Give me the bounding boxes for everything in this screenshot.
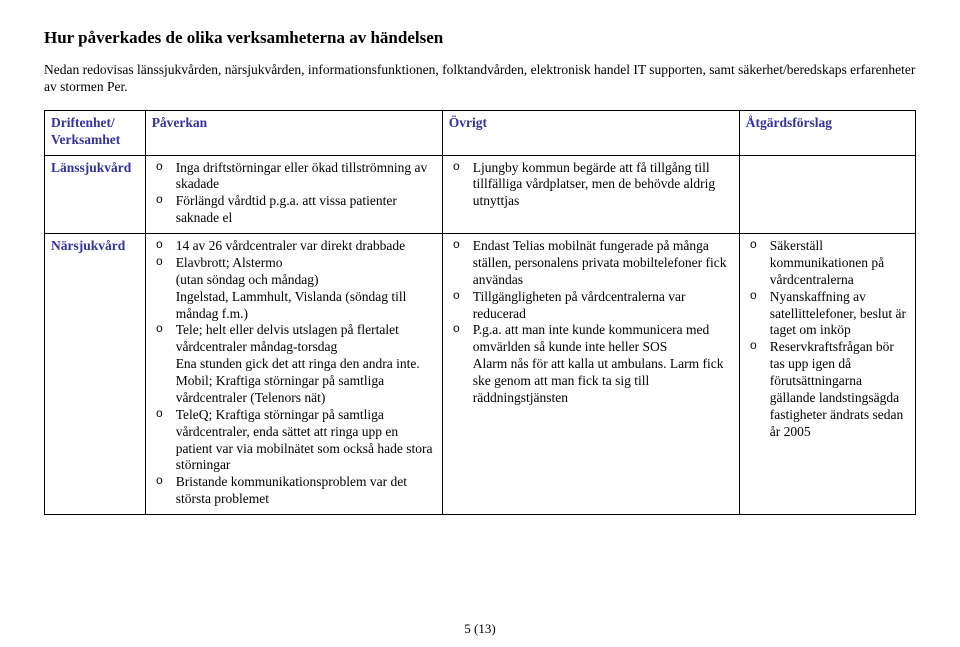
row-label: Närsjukvård	[45, 234, 146, 515]
list-item: Förlängd vårdtid p.g.a. att vissa patien…	[170, 193, 436, 227]
intro-paragraph: Nedan redovisas länssjukvården, närsjukv…	[44, 62, 916, 96]
list-item: 14 av 26 vårdcentraler var direkt drabba…	[170, 238, 436, 255]
list-item: P.g.a. att man inte kunde kommunicera me…	[467, 322, 733, 406]
document-page: Hur påverkades de olika verksamheterna a…	[0, 0, 960, 647]
list-item: Nyanskaffning av satellittelefoner, besl…	[764, 289, 909, 340]
cell-ovrigt: Ljungby kommun begärde att få tillgång t…	[442, 155, 739, 234]
col-header-ovrigt: Övrigt	[442, 110, 739, 155]
col-header-unit: Driftenhet/Verksamhet	[45, 110, 146, 155]
list-item: TeleQ; Kraftiga störningar på samtliga v…	[170, 407, 436, 475]
list-item: Ljungby kommun begärde att få tillgång t…	[467, 160, 733, 211]
list-item: Bristande kommunikationsproblem var det …	[170, 474, 436, 508]
impact-table: Driftenhet/Verksamhet Påverkan Övrigt Åt…	[44, 110, 916, 515]
bullet-list: Inga driftstörningar eller ökad tillströ…	[152, 160, 436, 228]
bullet-list: 14 av 26 vårdcentraler var direkt drabba…	[152, 238, 436, 508]
row-label: Länssjukvård	[45, 155, 146, 234]
list-item: Inga driftstörningar eller ökad tillströ…	[170, 160, 436, 194]
table-row: Närsjukvård 14 av 26 vårdcentraler var d…	[45, 234, 916, 515]
table-row: Länssjukvård Inga driftstörningar eller …	[45, 155, 916, 234]
col-header-paverkan: Påverkan	[145, 110, 442, 155]
page-number: 5 (13)	[0, 621, 960, 637]
bullet-list: Säkerställ kommunikationen på vårdcentra…	[746, 238, 909, 441]
list-item: Tillgängligheten på vårdcentralerna var …	[467, 289, 733, 323]
cell-atgard	[739, 155, 915, 234]
cell-paverkan: 14 av 26 vårdcentraler var direkt drabba…	[145, 234, 442, 515]
col-header-atgard: Åtgärdsförslag	[739, 110, 915, 155]
list-item: Endast Telias mobilnät fungerade på mång…	[467, 238, 733, 289]
table-header-row: Driftenhet/Verksamhet Påverkan Övrigt Åt…	[45, 110, 916, 155]
list-item: Elavbrott; Alstermo(utan söndag och månd…	[170, 255, 436, 323]
list-item: Säkerställ kommunikationen på vårdcentra…	[764, 238, 909, 289]
bullet-list: Endast Telias mobilnät fungerade på mång…	[449, 238, 733, 407]
list-item: Tele; helt eller delvis utslagen på fler…	[170, 322, 436, 406]
cell-ovrigt: Endast Telias mobilnät fungerade på mång…	[442, 234, 739, 515]
cell-paverkan: Inga driftstörningar eller ökad tillströ…	[145, 155, 442, 234]
bullet-list: Ljungby kommun begärde att få tillgång t…	[449, 160, 733, 211]
page-title: Hur påverkades de olika verksamheterna a…	[44, 28, 916, 48]
cell-atgard: Säkerställ kommunikationen på vårdcentra…	[739, 234, 915, 515]
list-item: Reservkraftsfrågan bör tas upp igen då f…	[764, 339, 909, 440]
